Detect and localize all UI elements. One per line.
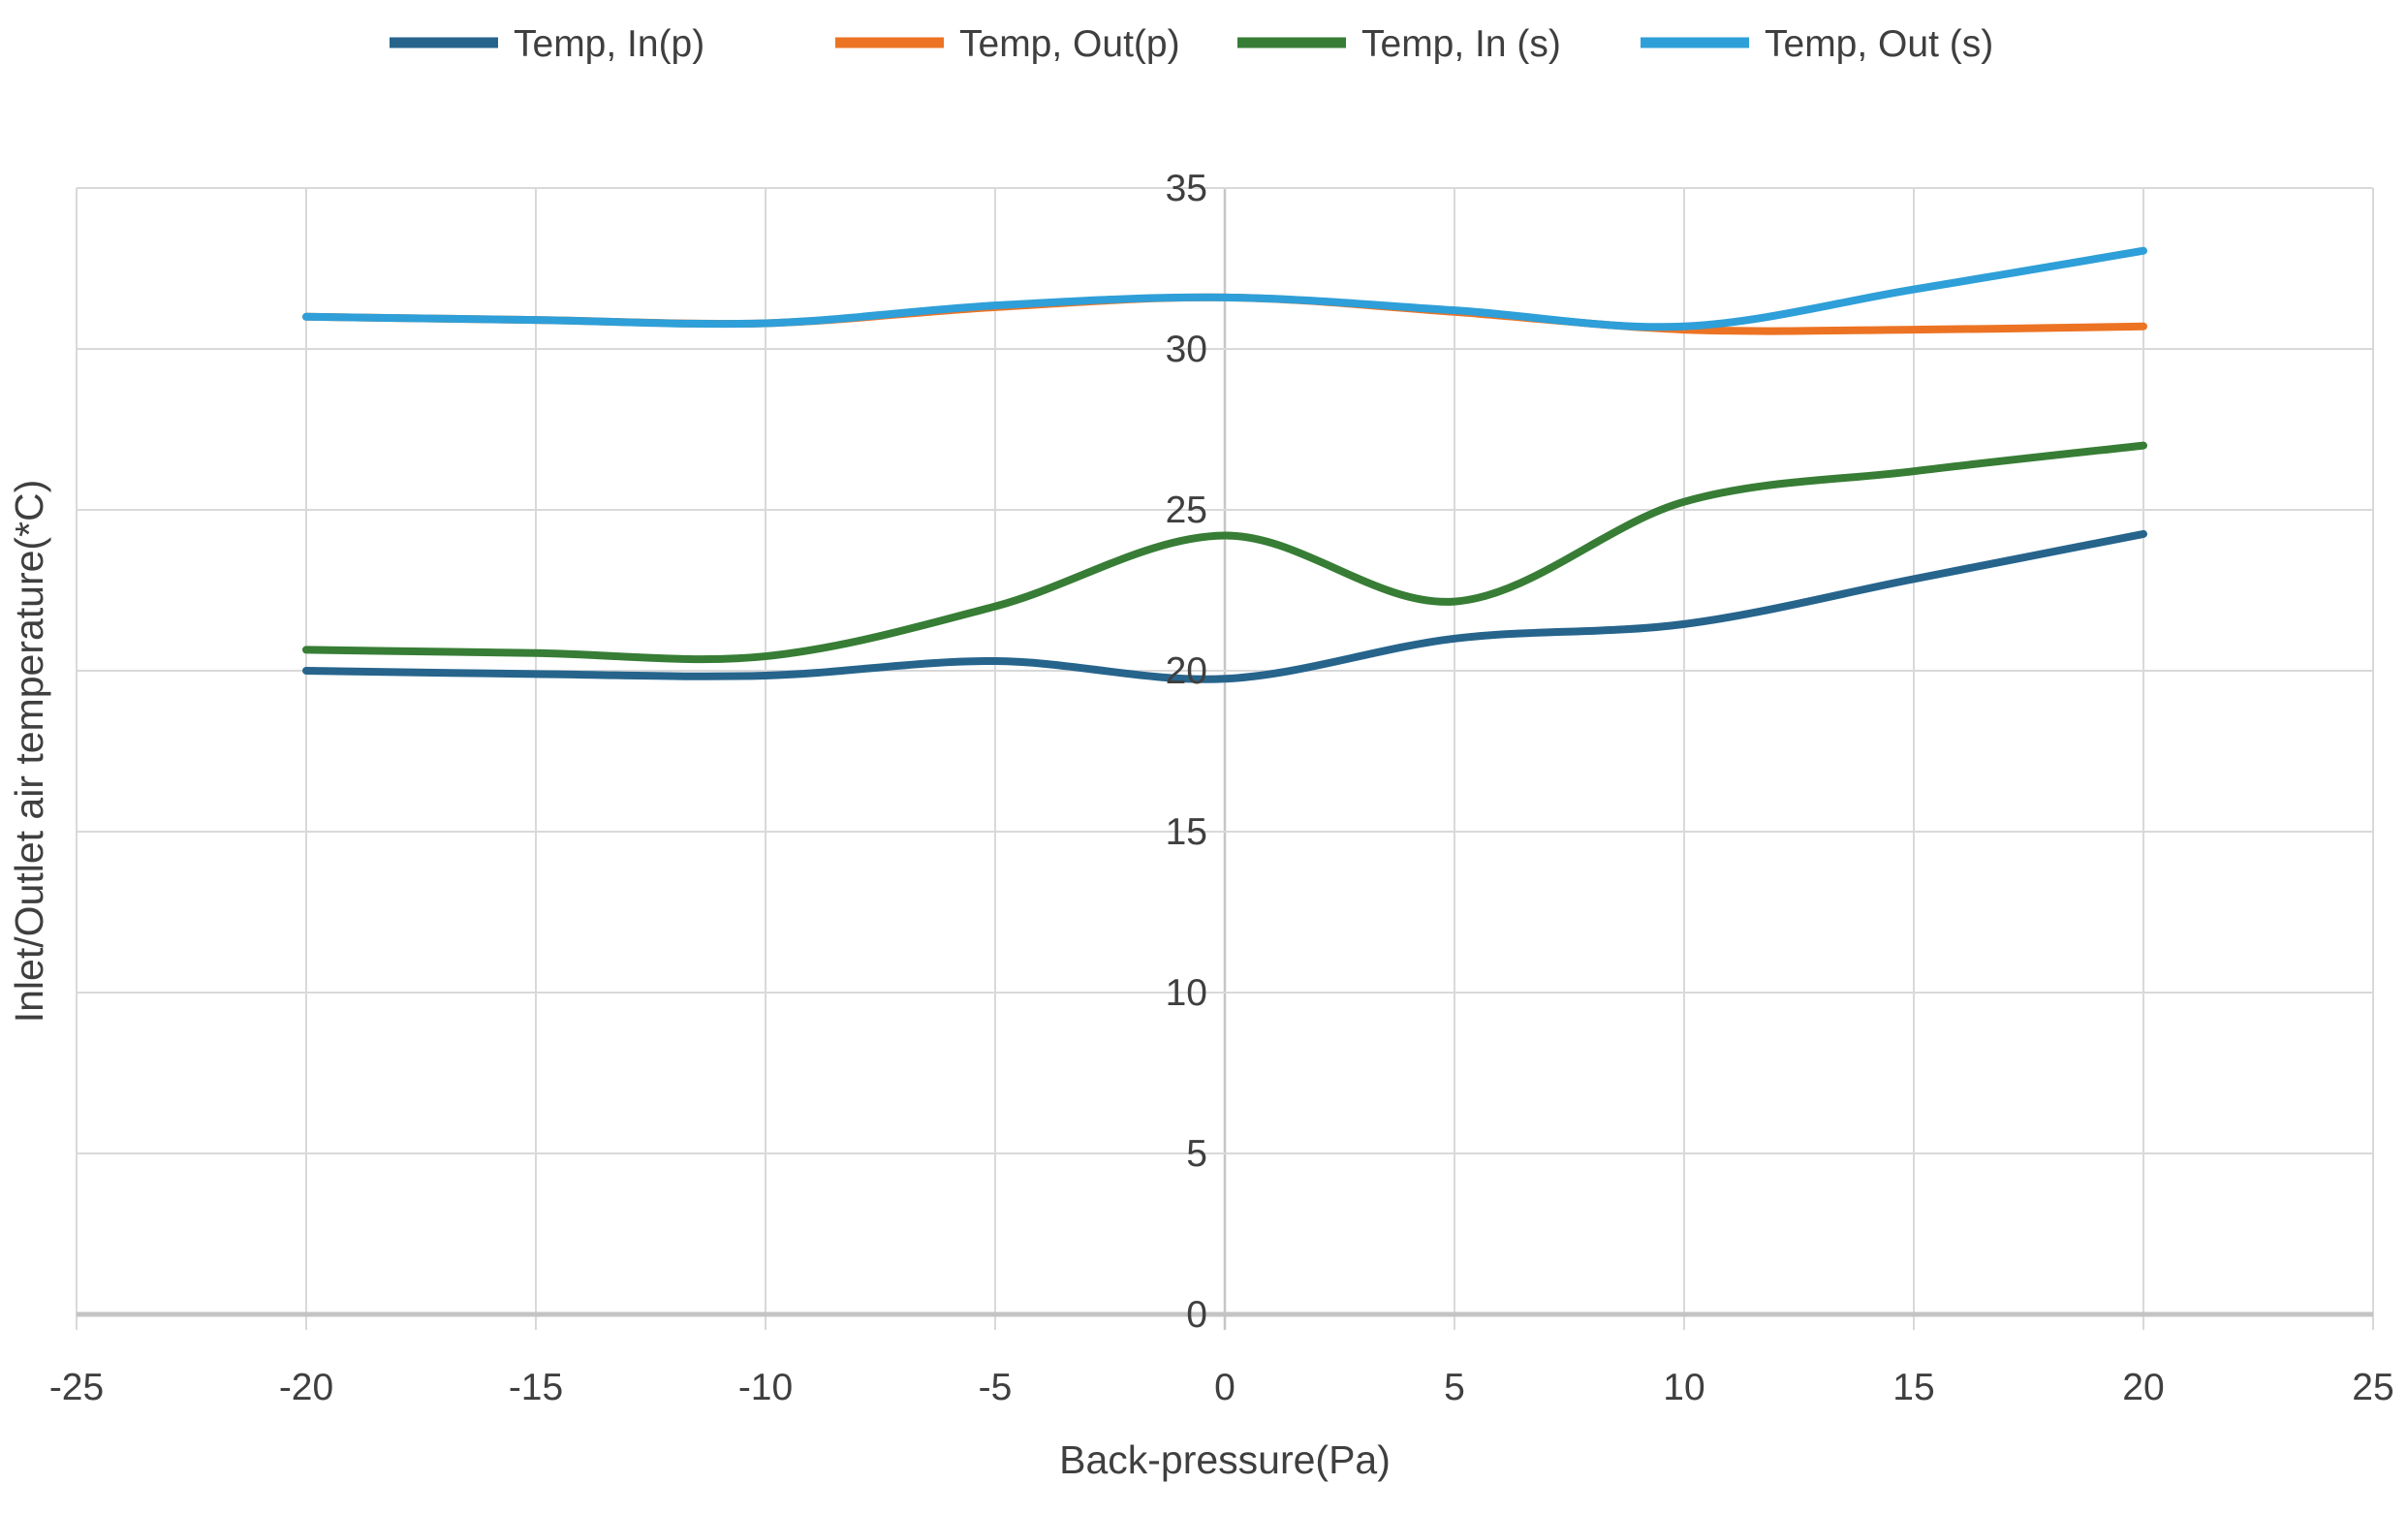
x-tick-label: 25	[2352, 1367, 2393, 1408]
y-tick-label: 0	[1186, 1294, 1207, 1336]
series-line-temp-in-p	[302, 529, 2147, 683]
y-tick-label: 5	[1186, 1133, 1207, 1175]
series-lines	[302, 246, 2147, 683]
x-tick-label: -5	[979, 1367, 1013, 1408]
y-tick-label: 30	[1166, 329, 1207, 370]
legend-item: Temp, In (s)	[1237, 23, 1561, 65]
axis-tick-labels: 0 5 10 15 20 25 30 35 -25 -20 -15 -10 -5 0 5 10 15 20 25	[49, 168, 2394, 1408]
x-tick-label: 20	[2122, 1367, 2164, 1408]
x-tick-label: 0	[1214, 1367, 1235, 1408]
chart-legend: Temp, In(p) Temp, Out(p) Temp, In (s) Temp,…	[390, 23, 1993, 65]
x-tick-label: -20	[279, 1367, 333, 1408]
y-tick-label: 25	[1166, 489, 1207, 531]
y-tick-label: 15	[1166, 811, 1207, 853]
x-tick-label: 5	[1444, 1367, 1465, 1408]
x-tick-label: -25	[49, 1367, 104, 1408]
y-tick-label: 35	[1166, 168, 1207, 209]
gridlines	[76, 187, 2374, 1330]
legend-label: Temp, Out(p)	[959, 23, 1180, 65]
x-tick-label: 10	[1663, 1367, 1704, 1408]
x-axis-title: Back-pressure(Pa)	[1059, 1437, 1391, 1482]
legend-label: Temp, In(p)	[514, 23, 704, 65]
series-line-temp-in-s	[302, 441, 2147, 664]
x-tick-label: -15	[509, 1367, 563, 1408]
legend-item: Temp, In(p)	[390, 23, 704, 65]
y-tick-label: 20	[1166, 650, 1207, 692]
x-tick-label: -10	[738, 1367, 793, 1408]
legend-label: Temp, Out (s)	[1765, 23, 1993, 65]
series-line-temp-out-s	[302, 246, 2147, 331]
x-tick-label: 15	[1892, 1367, 1934, 1408]
legend-label: Temp, In (s)	[1361, 23, 1561, 65]
y-axis-title: Inlet/Outlet air temperature(*C)	[7, 480, 51, 1024]
y-tick-label: 10	[1166, 972, 1207, 1014]
legend-item: Temp, Out(p)	[835, 23, 1180, 65]
legend-item: Temp, Out (s)	[1641, 23, 1993, 65]
